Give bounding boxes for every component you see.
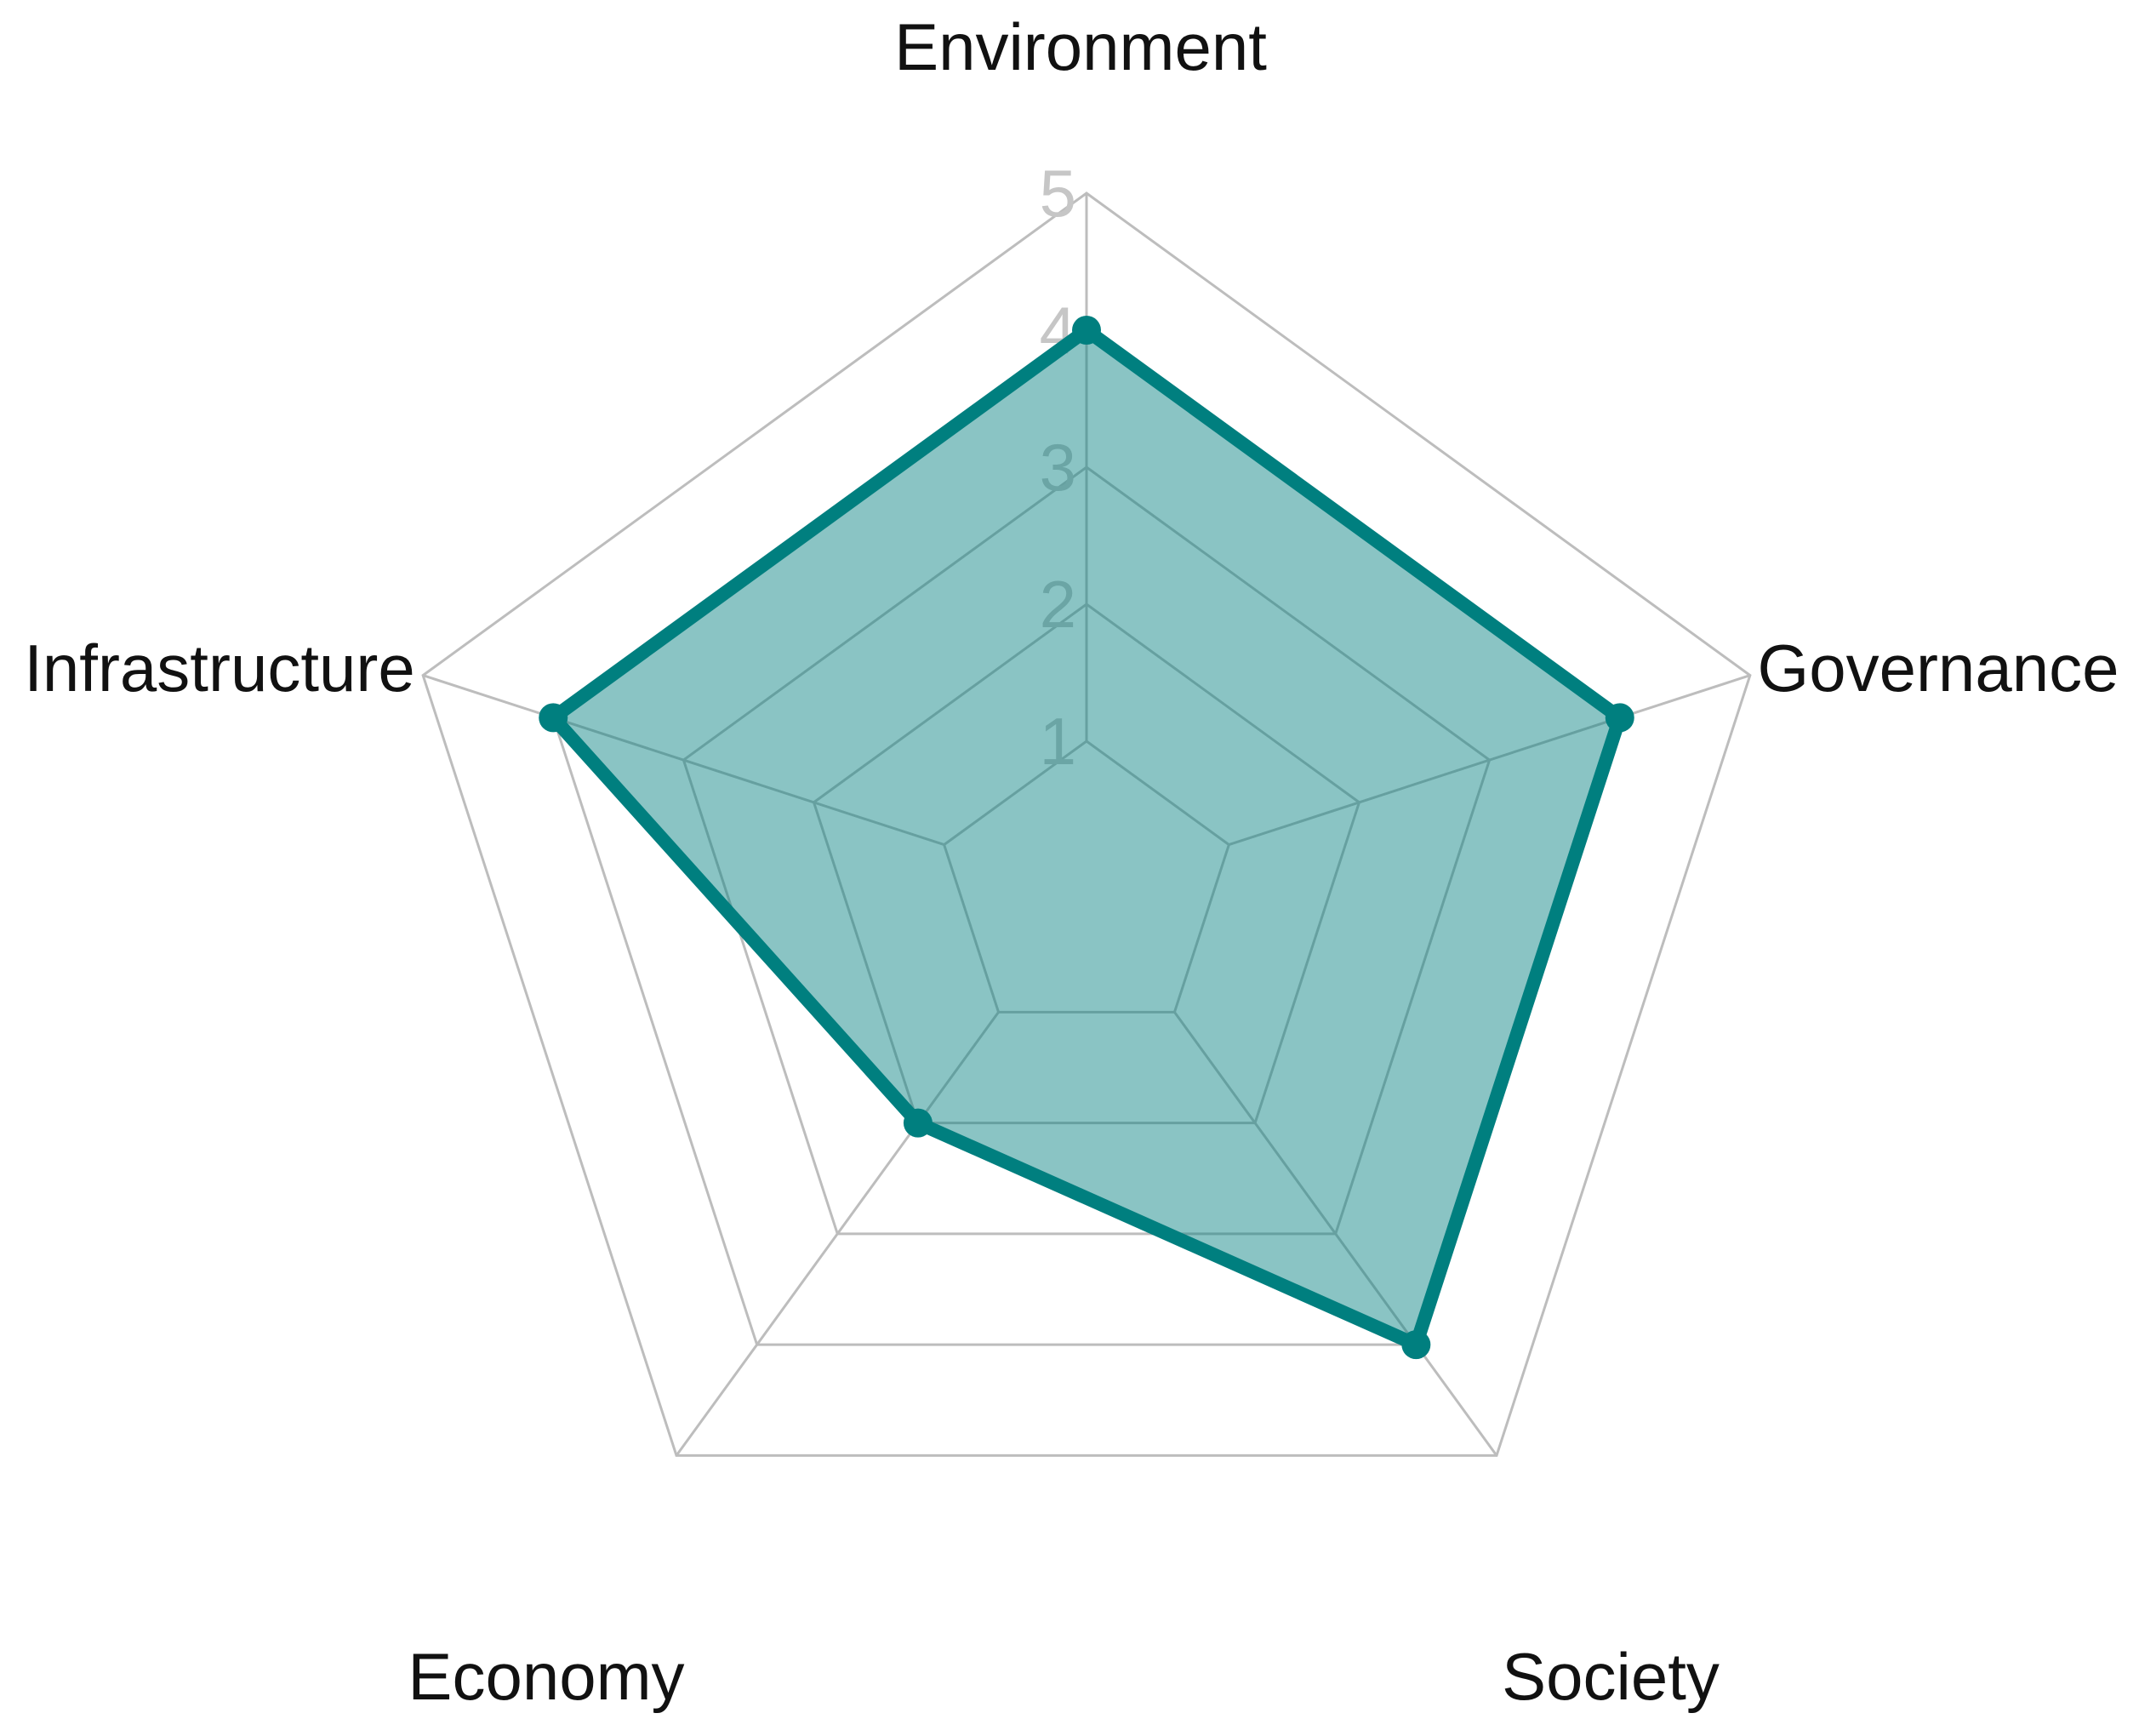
spoke-governance: [1228, 674, 1751, 847]
axis-label-infrastructure: Infrastructure: [24, 631, 415, 705]
data-layer: [539, 316, 1634, 1360]
axis-label-economy: Economy: [408, 1639, 684, 1714]
axis-label-society: Society: [1502, 1639, 1720, 1714]
grid-ring-3: [682, 465, 1492, 1236]
axis-label-governance: Governance: [1758, 631, 2119, 705]
data-point-environment: [1072, 316, 1101, 345]
data-point-economy: [903, 1108, 933, 1138]
axis-label-layer: Environment Governance Society Economy Infra…: [24, 9, 2119, 1714]
data-point-society: [1401, 1330, 1431, 1360]
grid-ring-5: [421, 191, 1752, 1457]
data-point-infrastructure: [539, 703, 568, 733]
spoke-society: [1173, 1011, 1498, 1457]
tick-label-1: 1: [1040, 704, 1076, 779]
axis-label-environment: Environment: [894, 9, 1267, 84]
spoke-economy: [675, 1011, 1000, 1457]
series-area-0: [546, 323, 1627, 1352]
spoke-infrastructure: [422, 674, 945, 847]
tick-label-5: 5: [1040, 156, 1076, 231]
grid-ring-2: [812, 602, 1361, 1125]
tick-label-3: 3: [1040, 430, 1076, 505]
tick-label-2: 2: [1040, 567, 1076, 642]
data-point-governance: [1605, 703, 1634, 733]
grid-ring-1: [942, 740, 1231, 1014]
